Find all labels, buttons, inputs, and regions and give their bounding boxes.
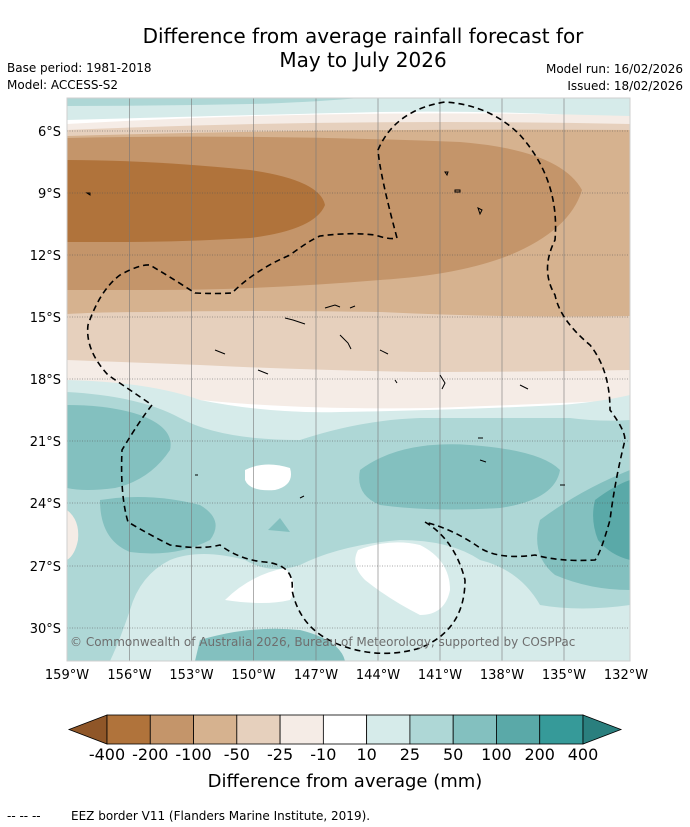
lat-label: 9°S [38,187,61,202]
colorbar-swatch [539,714,584,745]
colorbar-swatch [322,714,368,745]
eez-borders [86,101,626,655]
colorbar-swatch [106,714,151,745]
colorbar-label: 25 [399,745,421,764]
colorbar-swatch [409,714,454,745]
lat-label: 15°S [30,311,61,326]
lon-label: 156°W [107,668,151,683]
colorbar-extend-high [582,714,623,745]
latitude-labels: 6°S 9°S 12°S 15°S 18°S 21°S 24°S 27°S 30… [30,125,61,637]
colorbar-swatch [366,714,411,745]
colorbar-extend-low [67,714,108,745]
lat-label: 24°S [30,497,61,512]
title-line-1: Difference from average rainfall forecas… [142,24,584,48]
model-run: Model run: 16/02/2026 [545,62,683,76]
model-name: Model: ACCESS-S2 [7,78,119,92]
colorbar-label: -100 [175,745,212,764]
colorbar-label: -50 [223,745,250,764]
lat-label: 6°S [38,125,61,140]
lon-label: 144°W [356,668,400,683]
lon-label: 135°W [542,668,586,683]
rainfall-contours [67,98,630,661]
colorbar-label: -10 [310,745,337,764]
longitude-gridlines [129,98,565,661]
lon-label: 153°W [169,668,213,683]
colorbar-label: 200 [524,745,555,764]
lon-label: 150°W [231,668,275,683]
title-line-2: May to July 2026 [279,48,447,72]
colorbar-swatch [496,714,541,745]
lat-label: 18°S [30,373,61,388]
colorbar-label: 400 [567,745,599,764]
lon-label: 147°W [294,668,338,683]
colorbar [67,714,623,745]
colorbar-swatch [236,714,281,745]
colorbar-swatch [279,714,324,745]
lat-label: 27°S [30,560,61,575]
eez-legend-symbol: -- -- -- [7,809,41,823]
copyright-text: © Commonwealth of Australia 2026, Bureau… [70,635,575,649]
lat-label: 12°S [30,249,61,264]
map-title: Difference from average rainfall forecas… [0,24,690,72]
colorbar-label: -25 [267,745,294,764]
lat-label: 21°S [30,435,61,450]
issued-date: Issued: 18/02/2026 [567,79,683,93]
colorbar-title: Difference from average (mm) [207,771,483,792]
meta-right: Model run: 16/02/2026 Issued: 18/02/2026 [546,61,683,95]
colorbar-label: 50 [442,745,464,764]
colorbar-label: -200 [132,745,169,764]
lon-label: 138°W [480,668,524,683]
colorbar-swatch [149,714,194,745]
islands [85,171,565,499]
lon-label: 132°W [604,668,648,683]
longitude-labels: 159°W 156°W 153°W 150°W 147°W 144°W 141°… [45,668,648,683]
colorbar-swatch [193,714,238,745]
colorbar-label: 100 [481,745,512,764]
lon-label: 141°W [418,668,462,683]
base-period: Base period: 1981-2018 [7,61,152,75]
lat-label: 30°S [30,622,61,637]
colorbar-label: -400 [88,745,126,764]
colorbar-label: 10 [356,745,377,764]
meta-left: Base period: 1981-2018 Model: ACCESS-S2 [7,60,152,94]
lon-label: 159°W [45,668,89,683]
map-frame [66,97,631,662]
eez-legend-text: EEZ border V11 (Flanders Marine Institut… [71,809,370,823]
colorbar-swatch [452,714,497,745]
